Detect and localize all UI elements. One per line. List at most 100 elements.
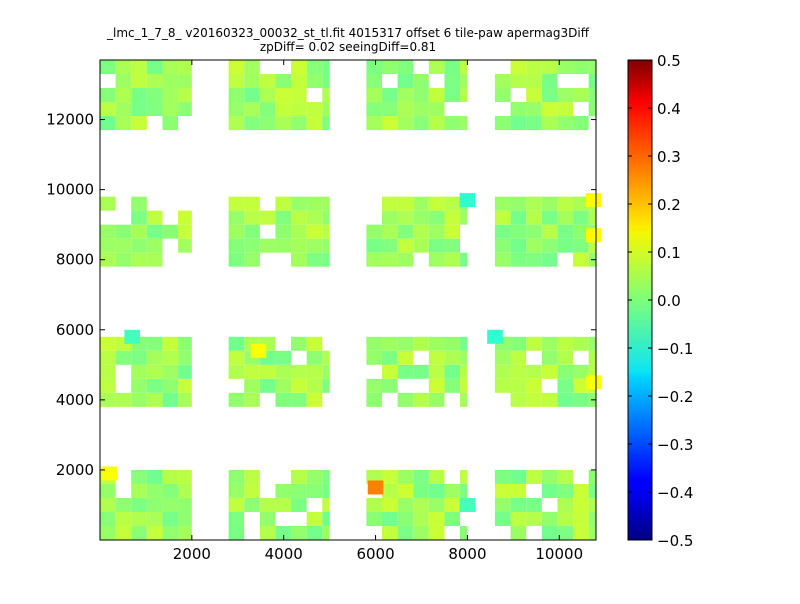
heatmap-cell (100, 238, 116, 253)
heatmap-cell (146, 210, 163, 225)
heatmap-cell (131, 74, 147, 89)
heatmap-cell (557, 350, 574, 365)
colorbar-tick-label: 0.1 (657, 244, 681, 262)
heatmap-cell (100, 88, 116, 103)
heatmap-cell (228, 116, 245, 131)
heatmap-cell (413, 102, 429, 117)
heatmap-cell (510, 210, 527, 225)
heatmap-cell (444, 483, 461, 498)
heatmap-cell (228, 88, 245, 103)
heatmap-cell (146, 483, 163, 498)
heatmap-cell (381, 483, 398, 498)
heatmap-cell (131, 224, 147, 239)
heatmap-cell (526, 196, 542, 211)
heatmap-cell (178, 336, 192, 351)
colorbar-tick-label: −0.1 (657, 340, 693, 358)
heatmap-cell (146, 392, 163, 407)
heatmap-cell (146, 364, 163, 379)
heatmap-cell (510, 525, 527, 540)
heatmap-cell (444, 74, 461, 89)
heatmap-cell (557, 210, 574, 225)
heatmap-cell (275, 196, 292, 211)
heatmap-cell (444, 497, 461, 512)
heatmap-cell (444, 378, 461, 393)
heatmap-cell (413, 497, 429, 512)
heatmap-cell (146, 74, 163, 89)
y-tick-label: 2000 (56, 461, 94, 479)
heatmap-cell (494, 252, 511, 267)
heatmap-cell (557, 511, 574, 526)
heatmap-cell (228, 469, 245, 484)
heatmap-cell (291, 60, 307, 75)
heatmap-cell (397, 525, 414, 540)
heatmap-cell (366, 350, 382, 365)
heatmap-cell (162, 364, 179, 379)
heatmap-cell (381, 511, 398, 526)
heatmap-cell (228, 252, 245, 267)
heatmap-cell (381, 378, 398, 393)
heatmap-cell (428, 525, 445, 540)
heatmap-cell (428, 497, 445, 512)
heatmap-cell (366, 74, 382, 89)
heatmap-cell-notable (585, 375, 602, 390)
heatmap-cell (573, 336, 589, 351)
heatmap-cell (178, 378, 192, 393)
heatmap-cell (413, 525, 429, 540)
heatmap-cell (381, 350, 398, 365)
heatmap-cell (460, 350, 468, 365)
heatmap-cell (244, 116, 260, 131)
heatmap-cell (381, 252, 398, 267)
heatmap-cell (291, 238, 307, 253)
heatmap-cell (178, 511, 192, 526)
heatmap-cell (526, 224, 542, 239)
heatmap-cell (573, 364, 589, 379)
heatmap-cell (178, 469, 192, 484)
heatmap-cell (275, 88, 292, 103)
colorbar-tick-label: 0.5 (657, 52, 681, 70)
heatmap-cell (228, 336, 245, 351)
heatmap-cell (444, 511, 461, 526)
heatmap-cell (444, 196, 461, 211)
heatmap-cell (510, 497, 527, 512)
heatmap-cell (541, 469, 558, 484)
heatmap-cell (146, 469, 163, 484)
heatmap-cell (460, 88, 468, 103)
heatmap-cell (541, 350, 558, 365)
heatmap-cell (510, 196, 527, 211)
y-tick-label: 6000 (56, 321, 94, 339)
heatmap-cell (291, 252, 307, 267)
heatmap-cell (413, 88, 429, 103)
heatmap-cell (413, 116, 429, 131)
heatmap-cell (291, 74, 307, 89)
heatmap-cell (131, 378, 147, 393)
heatmap-cell (306, 483, 323, 498)
heatmap-cell (557, 224, 574, 239)
heatmap-cell (397, 238, 414, 253)
heatmap-cell (291, 336, 307, 351)
heatmap-cell (228, 350, 245, 365)
heatmap-cell (131, 60, 147, 75)
heatmap-cell (162, 469, 179, 484)
heatmap-cell (275, 238, 292, 253)
heatmap-cell (291, 525, 307, 540)
heatmap-cell (291, 116, 307, 131)
heatmap-cell (588, 497, 596, 512)
heatmap-cell (444, 350, 461, 365)
x-tick-label: 2000 (173, 545, 211, 563)
heatmap-cell (228, 525, 245, 540)
heatmap-cell (557, 102, 574, 117)
heatmap-cell (381, 210, 398, 225)
heatmap-cell (291, 497, 307, 512)
heatmap-cell (244, 364, 260, 379)
heatmap-cell (573, 252, 589, 267)
heatmap-cell (306, 116, 323, 131)
heatmap-cell (244, 378, 260, 393)
heatmap-cell (291, 196, 307, 211)
heatmap-cell (146, 350, 163, 365)
heatmap-cell (381, 224, 398, 239)
heatmap-cell (100, 60, 116, 75)
heatmap-cell (413, 74, 429, 89)
heatmap-cell (366, 336, 382, 351)
heatmap-cell (381, 469, 398, 484)
heatmap-cell (100, 483, 116, 498)
